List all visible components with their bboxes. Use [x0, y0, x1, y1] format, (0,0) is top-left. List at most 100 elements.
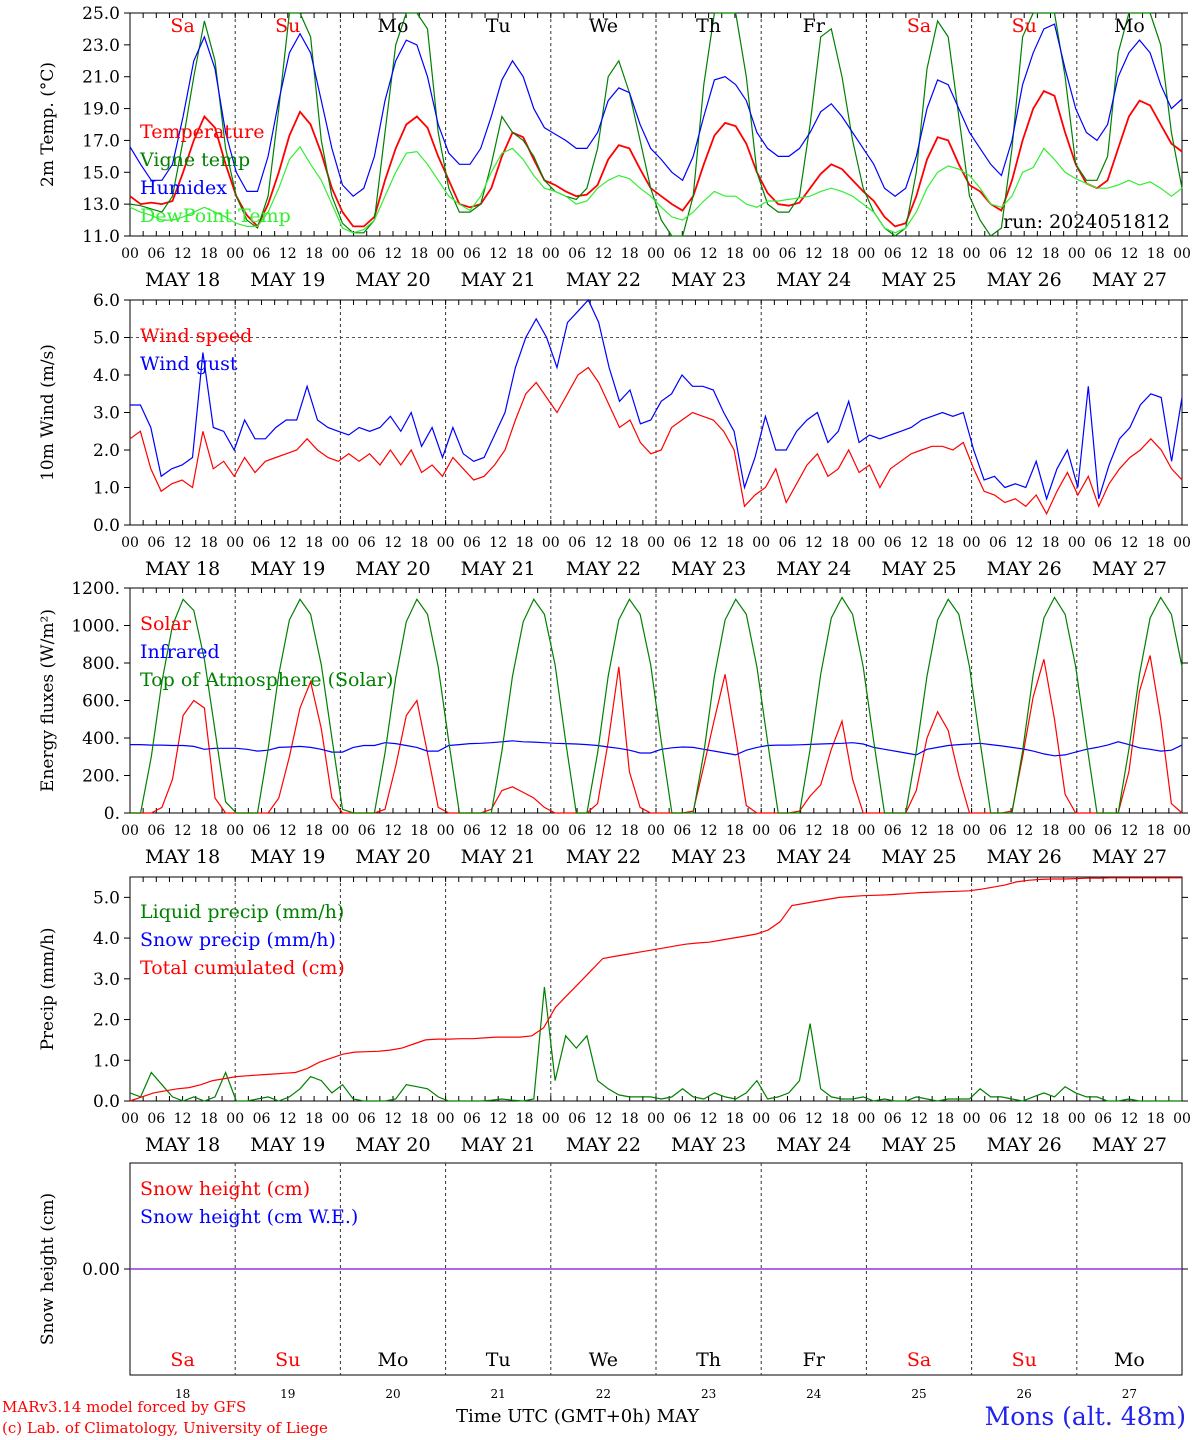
- y-tick-label: 200.: [82, 767, 120, 787]
- panel-frame: [129, 299, 1183, 526]
- y-tick-label: 0.0: [93, 1092, 120, 1112]
- hour-tick-label: 18: [516, 535, 534, 551]
- hour-tick-label: 12: [279, 535, 297, 551]
- hour-tick-label: 12: [594, 246, 612, 262]
- hour-tick-label: 12: [700, 535, 718, 551]
- hour-tick-label: 06: [463, 1111, 481, 1127]
- y-tick-label: 600.: [82, 692, 120, 712]
- hour-tick-label: 06: [884, 535, 902, 551]
- date-label: MAY 23: [671, 558, 746, 580]
- hour-tick-label: 18: [831, 823, 849, 839]
- run-annotation: run: 2024051812: [1003, 211, 1170, 233]
- weekday-label: Su: [1012, 15, 1037, 37]
- hour-tick-label: 06: [989, 246, 1007, 262]
- hour-tick-label: 06: [673, 535, 691, 551]
- hour-tick-label: 12: [910, 823, 928, 839]
- hour-tick-label: 00: [226, 1111, 244, 1127]
- hour-tick-label: 18: [516, 246, 534, 262]
- y-tick-label: 400.: [82, 729, 120, 749]
- y-tick-label: 17.0: [82, 131, 120, 151]
- y-tick-label: 800.: [82, 654, 120, 674]
- date-label: MAY 18: [145, 558, 220, 580]
- hour-tick-label: 06: [568, 1111, 586, 1127]
- weekday-label: We: [589, 15, 618, 37]
- day-number-label: 26: [1017, 1387, 1032, 1401]
- hour-tick-label: 00: [857, 246, 875, 262]
- hour-tick-label: 18: [726, 1111, 744, 1127]
- date-label: MAY 26: [987, 846, 1062, 868]
- date-label: MAY 26: [987, 269, 1062, 291]
- y-axis-title: Precip (mm/h): [38, 927, 58, 1050]
- y-tick-label: 5.0: [93, 888, 120, 908]
- hour-tick-label: 00: [1173, 246, 1191, 262]
- hour-tick-label: 12: [910, 246, 928, 262]
- hour-tick-label: 00: [752, 246, 770, 262]
- hour-tick-label: 18: [1042, 1111, 1060, 1127]
- station-name: Mons (alt. 48m): [984, 1402, 1186, 1431]
- hour-tick-label: 00: [331, 535, 349, 551]
- hour-tick-label: 00: [1068, 1111, 1086, 1127]
- date-label: MAY 27: [1092, 1134, 1167, 1156]
- y-tick-label: 3.0: [93, 970, 120, 990]
- hour-tick-label: 12: [279, 1111, 297, 1127]
- weekday-label: Fr: [803, 15, 826, 37]
- hour-tick-label: 00: [647, 1111, 665, 1127]
- hour-tick-label: 18: [936, 1111, 954, 1127]
- hour-tick-label: 00: [647, 535, 665, 551]
- weekday-label: We: [589, 1349, 618, 1371]
- weekday-label: Tu: [486, 1349, 511, 1371]
- hour-tick-label: 00: [121, 1111, 139, 1127]
- hour-tick-label: 18: [200, 823, 218, 839]
- hour-tick-label: 12: [1015, 535, 1033, 551]
- hour-tick-label: 12: [700, 823, 718, 839]
- legend-entry: Infrared: [140, 641, 220, 663]
- y-tick-label: 4.0: [93, 366, 120, 386]
- date-label: MAY 18: [145, 846, 220, 868]
- y-tick-label: 23.0: [82, 36, 120, 56]
- series-line-lightgreen: [129, 145, 1183, 234]
- hour-tick-label: 00: [963, 246, 981, 262]
- y-axis-title: Energy fluxes (W/m²): [38, 609, 58, 792]
- hour-tick-label: 06: [1094, 535, 1112, 551]
- hour-tick-label: 06: [253, 535, 271, 551]
- date-label: MAY 23: [671, 269, 746, 291]
- hour-tick-label: 00: [331, 1111, 349, 1127]
- hour-tick-label: 12: [489, 1111, 507, 1127]
- hour-tick-label: 12: [384, 246, 402, 262]
- weekday-label: Th: [696, 15, 721, 37]
- date-label: MAY 25: [881, 558, 956, 580]
- hour-tick-label: 06: [463, 535, 481, 551]
- hour-tick-label: 00: [1068, 823, 1086, 839]
- y-tick-label: 1.0: [93, 1051, 120, 1071]
- hour-tick-label: 18: [1147, 1111, 1165, 1127]
- hour-tick-label: 00: [542, 246, 560, 262]
- date-label: MAY 23: [671, 846, 746, 868]
- weekday-label: Sa: [907, 1349, 931, 1371]
- hour-tick-label: 18: [305, 1111, 323, 1127]
- hour-tick-label: 12: [174, 1111, 192, 1127]
- hour-tick-label: 00: [647, 246, 665, 262]
- hour-tick-label: 18: [1042, 535, 1060, 551]
- date-label: MAY 19: [250, 846, 325, 868]
- weekday-label: Sa: [170, 15, 194, 37]
- hour-tick-label: 06: [673, 1111, 691, 1127]
- hour-tick-label: 18: [1147, 823, 1165, 839]
- hour-tick-label: 18: [726, 535, 744, 551]
- hour-tick-label: 18: [200, 246, 218, 262]
- hour-tick-label: 18: [200, 535, 218, 551]
- date-label: MAY 24: [776, 558, 851, 580]
- series-line-red: [129, 89, 1183, 228]
- hour-tick-label: 00: [963, 823, 981, 839]
- hour-tick-label: 18: [831, 1111, 849, 1127]
- hour-tick-label: 18: [936, 246, 954, 262]
- date-label: MAY 22: [566, 1134, 641, 1156]
- hour-tick-label: 18: [621, 823, 639, 839]
- hour-tick-label: 00: [752, 1111, 770, 1127]
- hour-tick-label: 12: [489, 246, 507, 262]
- hour-tick-label: 06: [884, 823, 902, 839]
- day-number-label: 24: [806, 1387, 822, 1401]
- hour-tick-label: 00: [963, 1111, 981, 1127]
- hour-tick-label: 12: [1120, 535, 1138, 551]
- y-tick-label: 15.0: [82, 163, 120, 183]
- hour-tick-label: 18: [726, 246, 744, 262]
